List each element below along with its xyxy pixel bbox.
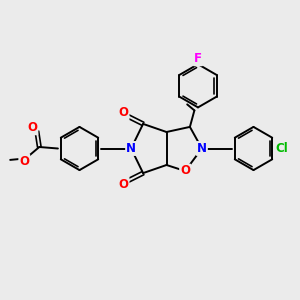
Text: N: N: [126, 142, 136, 155]
Text: O: O: [180, 164, 190, 178]
Text: O: O: [118, 178, 129, 191]
Text: F: F: [194, 52, 202, 65]
Text: N: N: [197, 142, 207, 155]
Text: O: O: [118, 106, 129, 119]
Text: O: O: [27, 121, 38, 134]
Text: O: O: [19, 155, 29, 168]
Text: Cl: Cl: [275, 142, 288, 155]
